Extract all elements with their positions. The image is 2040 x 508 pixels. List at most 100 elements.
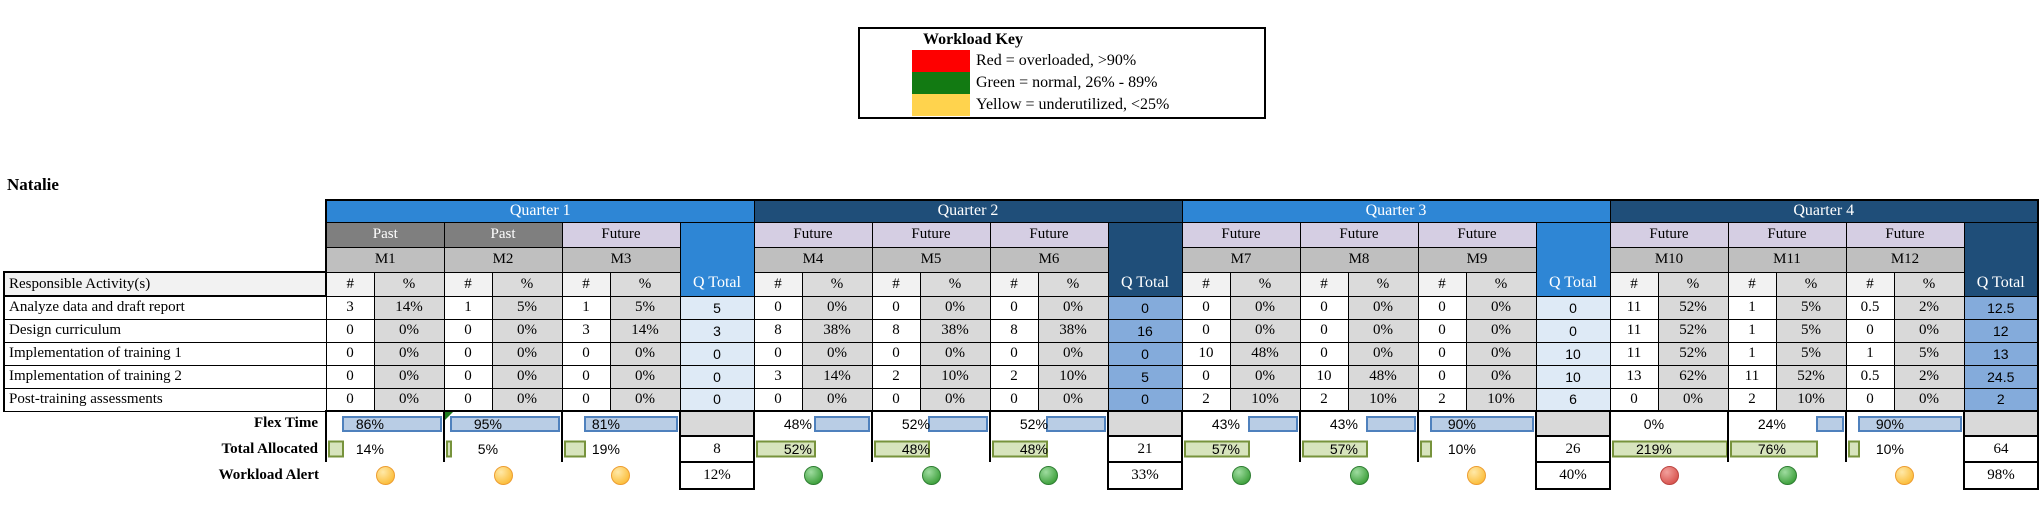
activity-pct-cell[interactable]: 48%: [1347, 364, 1419, 389]
period-header[interactable]: Future: [1417, 221, 1537, 248]
activity-qtotal-cell[interactable]: 0: [1535, 318, 1611, 343]
month-header[interactable]: M5: [871, 246, 991, 273]
activity-label[interactable]: Implementation of training 2: [3, 364, 327, 389]
workload-alert-indicator[interactable]: [1610, 462, 1728, 489]
num-col-header[interactable]: #: [443, 271, 493, 297]
total-allocated-qtotal-cell[interactable]: 21: [1107, 435, 1183, 463]
pct-col-header[interactable]: %: [1893, 271, 1965, 297]
activity-pct-cell[interactable]: 5%: [1893, 341, 1965, 366]
activity-num-cell[interactable]: 0: [325, 341, 375, 366]
activity-num-cell[interactable]: 0: [561, 387, 611, 412]
activity-num-cell[interactable]: 0: [1845, 318, 1895, 343]
flex-time-bar[interactable]: 81%: [562, 411, 681, 436]
activity-num-cell[interactable]: 11: [1609, 295, 1659, 320]
activity-pct-cell[interactable]: 0%: [1037, 387, 1109, 412]
period-header[interactable]: Past: [325, 221, 445, 248]
num-col-header[interactable]: #: [325, 271, 375, 297]
activity-num-cell[interactable]: 0: [1417, 295, 1467, 320]
activity-pct-cell[interactable]: 10%: [1465, 387, 1537, 412]
num-col-header[interactable]: #: [561, 271, 611, 297]
month-header[interactable]: M1: [325, 246, 445, 273]
activity-num-cell[interactable]: 13: [1609, 364, 1659, 389]
activity-qtotal-cell[interactable]: 12: [1963, 318, 2039, 343]
pct-col-header[interactable]: %: [1229, 271, 1301, 297]
period-header[interactable]: Future: [1845, 221, 1965, 248]
activity-num-cell[interactable]: 0: [753, 341, 803, 366]
activity-label[interactable]: Design curriculum: [3, 318, 327, 343]
activity-qtotal-cell[interactable]: 0: [679, 364, 755, 389]
activity-num-cell[interactable]: 0: [443, 341, 493, 366]
activity-num-cell[interactable]: 0: [1181, 295, 1231, 320]
workload-alert-qtotal-cell[interactable]: 40%: [1535, 461, 1611, 490]
activities-column-header[interactable]: Responsible Activity(s): [3, 271, 327, 297]
activity-qtotal-cell[interactable]: 12.5: [1963, 295, 2039, 320]
flex-time-qtotal-cell[interactable]: [1535, 410, 1611, 437]
flex-time-bar[interactable]: 90%: [1846, 411, 1965, 436]
period-header[interactable]: Future: [1727, 221, 1847, 248]
activity-pct-cell[interactable]: 38%: [919, 318, 991, 343]
activity-num-cell[interactable]: 2: [1299, 387, 1349, 412]
num-col-header[interactable]: #: [753, 271, 803, 297]
activity-num-cell[interactable]: 0: [561, 341, 611, 366]
activity-label[interactable]: Post-training assessments: [3, 387, 327, 412]
activity-num-cell[interactable]: 8: [871, 318, 921, 343]
activity-qtotal-cell[interactable]: 16: [1107, 318, 1183, 343]
activity-num-cell[interactable]: 1: [1727, 295, 1777, 320]
activity-pct-cell[interactable]: 0%: [373, 318, 445, 343]
activity-pct-cell[interactable]: 0%: [1465, 364, 1537, 389]
activity-qtotal-cell[interactable]: 10: [1535, 364, 1611, 389]
activity-num-cell[interactable]: 1: [561, 295, 611, 320]
quarter-header[interactable]: Quarter 2: [753, 199, 1183, 223]
total-allocated-qtotal-cell[interactable]: 64: [1963, 435, 2039, 463]
total-allocated-bar[interactable]: 19%: [562, 436, 681, 462]
total-allocated-bar[interactable]: 219%: [1610, 436, 1729, 462]
activity-num-cell[interactable]: 0.5: [1845, 364, 1895, 389]
activity-pct-cell[interactable]: 0%: [801, 341, 873, 366]
activity-num-cell[interactable]: 3: [753, 364, 803, 389]
workload-alert-indicator[interactable]: [1728, 462, 1846, 489]
month-header[interactable]: M11: [1727, 246, 1847, 273]
total-allocated-bar[interactable]: 76%: [1728, 436, 1847, 462]
activity-num-cell[interactable]: 0: [1417, 341, 1467, 366]
period-header[interactable]: Future: [753, 221, 873, 248]
pct-col-header[interactable]: %: [1465, 271, 1537, 297]
flex-time-bar[interactable]: 52%: [990, 411, 1109, 436]
total-allocated-bar[interactable]: 14%: [325, 436, 445, 462]
total-allocated-bar[interactable]: 57%: [1182, 436, 1301, 462]
activity-num-cell[interactable]: 3: [561, 318, 611, 343]
activity-pct-cell[interactable]: 0%: [373, 387, 445, 412]
workload-alert-qtotal-cell[interactable]: 33%: [1107, 461, 1183, 490]
qtotal-header[interactable]: Q Total: [1535, 221, 1611, 297]
activity-num-cell[interactable]: 0: [871, 387, 921, 412]
activity-pct-cell[interactable]: 0%: [1465, 341, 1537, 366]
activity-pct-cell[interactable]: 0%: [1229, 318, 1301, 343]
activity-pct-cell[interactable]: 0%: [491, 364, 563, 389]
activity-pct-cell[interactable]: 38%: [801, 318, 873, 343]
pct-col-header[interactable]: %: [491, 271, 563, 297]
activity-num-cell[interactable]: 0: [443, 387, 493, 412]
quarter-header[interactable]: Quarter 1: [325, 199, 755, 223]
flex-time-bar[interactable]: 48%: [754, 411, 873, 436]
period-header[interactable]: Future: [1609, 221, 1729, 248]
activity-pct-cell[interactable]: 48%: [1229, 341, 1301, 366]
activity-num-cell[interactable]: 2: [871, 364, 921, 389]
total-allocated-bar[interactable]: 48%: [872, 436, 991, 462]
pct-col-header[interactable]: %: [1775, 271, 1847, 297]
workload-alert-indicator[interactable]: [1300, 462, 1418, 489]
activity-num-cell[interactable]: 0: [753, 387, 803, 412]
workload-alert-indicator[interactable]: [754, 462, 872, 489]
activity-qtotal-cell[interactable]: 3: [679, 318, 755, 343]
period-header[interactable]: Future: [989, 221, 1109, 248]
activity-pct-cell[interactable]: 0%: [919, 387, 991, 412]
activity-pct-cell[interactable]: 10%: [1347, 387, 1419, 412]
activity-num-cell[interactable]: 0: [989, 341, 1039, 366]
activity-pct-cell[interactable]: 0%: [1229, 364, 1301, 389]
num-col-header[interactable]: #: [1609, 271, 1659, 297]
activity-qtotal-cell[interactable]: 24.5: [1963, 364, 2039, 389]
activity-pct-cell[interactable]: 0%: [1657, 387, 1729, 412]
total-allocated-bar[interactable]: 10%: [1418, 436, 1537, 462]
activity-num-cell[interactable]: 0: [1609, 387, 1659, 412]
activity-pct-cell[interactable]: 0%: [919, 341, 991, 366]
month-header[interactable]: M2: [443, 246, 563, 273]
activity-num-cell[interactable]: 0: [325, 387, 375, 412]
